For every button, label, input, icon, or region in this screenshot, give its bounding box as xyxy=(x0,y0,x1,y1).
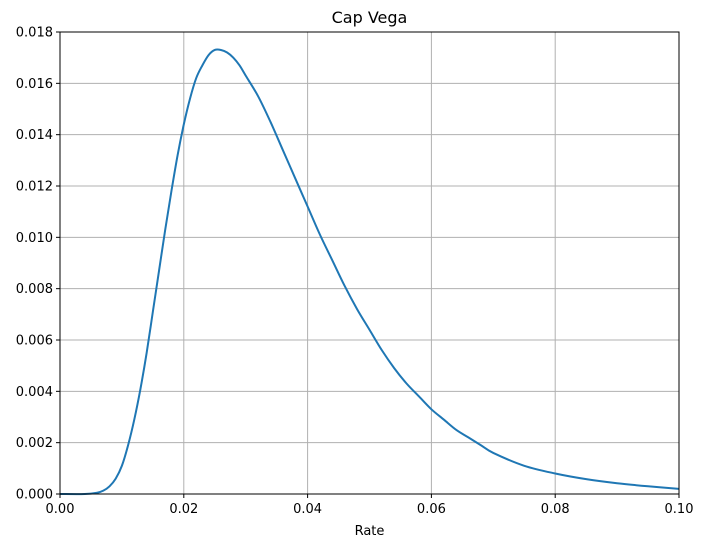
series-line xyxy=(59,48,680,496)
chart-title: Cap Vega xyxy=(332,8,408,27)
y-tick-label: 0.012 xyxy=(16,180,53,195)
axis-ticks: 0.00 0.02 0.04 0.06 0.08 0.10 0.000 0.002 0.004 0… xyxy=(16,26,694,518)
series-layer xyxy=(59,48,680,496)
y-tick-label: 0.000 xyxy=(16,488,53,503)
x-tick-label: 0.10 xyxy=(665,502,694,517)
y-tick-label: 0.008 xyxy=(16,282,53,297)
y-tick-label: 0.018 xyxy=(16,26,53,41)
y-tick-label: 0.016 xyxy=(16,77,53,92)
y-tick-label: 0.010 xyxy=(16,231,53,246)
y-tick-label: 0.014 xyxy=(16,128,53,143)
x-tick-label: 0.06 xyxy=(417,502,446,517)
x-tick-label: 0.08 xyxy=(541,502,570,517)
x-axis-title: Rate xyxy=(355,524,385,539)
plot-frame xyxy=(59,31,680,495)
y-tick-label: 0.004 xyxy=(16,385,53,400)
x-tick-label: 0.04 xyxy=(293,502,322,517)
x-tick-label: 0.00 xyxy=(46,502,75,517)
grid xyxy=(59,31,680,495)
x-tick-label: 0.02 xyxy=(169,502,198,517)
y-tick-label: 0.002 xyxy=(16,436,53,451)
y-tick-label: 0.006 xyxy=(16,334,53,349)
